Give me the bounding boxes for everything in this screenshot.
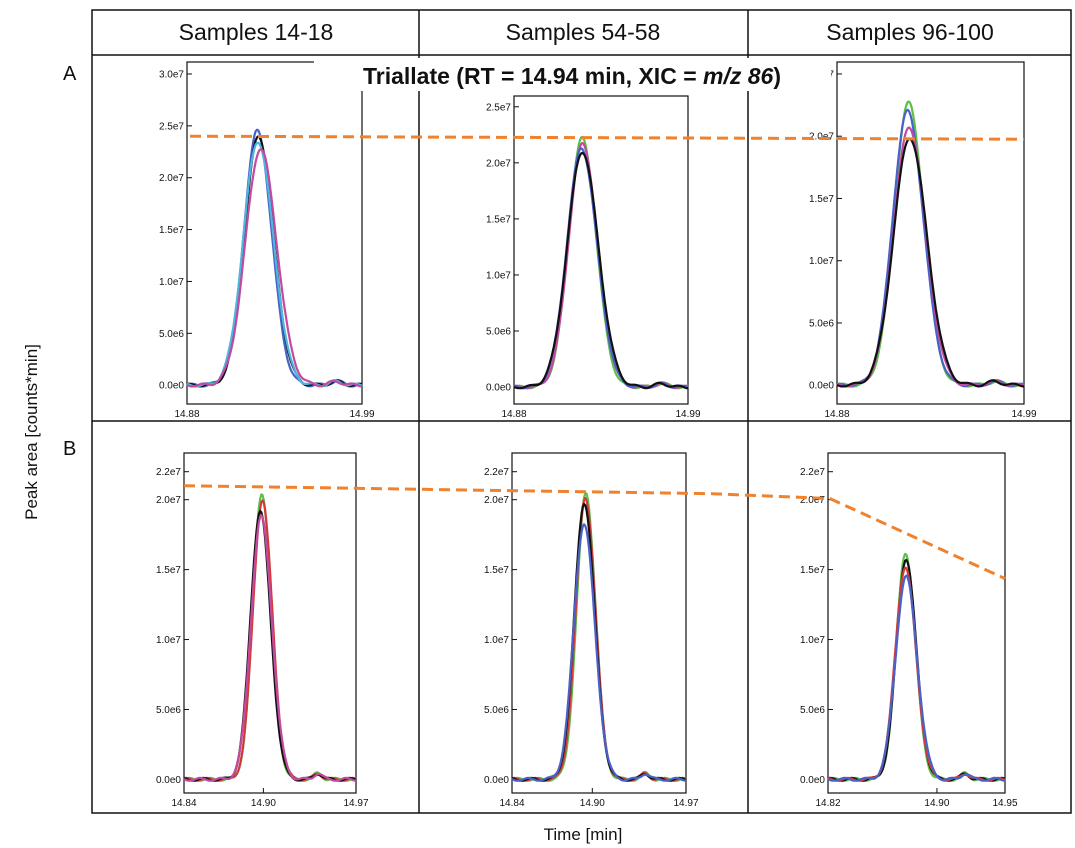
x-tick-label: 14.90	[580, 798, 605, 809]
y-tick-label: 1.0e7	[486, 270, 511, 281]
plot-frame	[511, 452, 687, 794]
y-tick-label: 5.0e6	[486, 327, 511, 338]
trace-red	[183, 499, 357, 782]
reference-line-row-b	[183, 484, 1006, 580]
trace-blue	[511, 523, 686, 782]
x-tick-label: 14.99	[1011, 409, 1036, 420]
x-tick-label: 14.84	[171, 798, 196, 809]
y-tick-label: 2.2e7	[800, 467, 825, 478]
x-tick-label: 14.88	[501, 409, 526, 420]
trace-black	[513, 151, 688, 390]
row-label-a: A	[63, 63, 77, 85]
chart-panel-b3: 0.0e0 5.0e6 1.0e7 1.5e7 2.0e7 2.2e7 14.82 14.90…	[800, 452, 1018, 809]
y-tick-label: 2.0e7	[484, 495, 509, 506]
trace-green	[511, 491, 687, 782]
y-tick-label: 5.0e6	[484, 705, 509, 716]
x-tick-label: 14.97	[673, 798, 698, 809]
y-axis-title: Peak area [counts*min]	[22, 344, 41, 520]
trace-blue	[836, 108, 1025, 388]
column-header-3: Samples 96-100	[826, 19, 994, 45]
panel-grid	[91, 9, 1072, 814]
plot-frame	[827, 452, 1006, 794]
trace-green	[836, 100, 1025, 388]
y-tick-label: 2.2e7	[156, 467, 181, 478]
chart-panel-b1: 0.0e0 5.0e6 1.0e7 1.5e7 2.0e7 2.2e7 14.84 14.90…	[156, 452, 369, 809]
x-tick-label: 14.88	[824, 409, 849, 420]
x-tick-label: 14.95	[992, 798, 1017, 809]
y-tick-label: 2.0e7	[159, 173, 184, 184]
y-tick-label: 1.5e7	[486, 214, 511, 225]
y-tick-label: 1.5e7	[809, 194, 834, 205]
trace-red	[511, 496, 687, 782]
y-tick-label: 2.2e7	[484, 467, 509, 478]
column-header-2: Samples 54-58	[506, 19, 661, 45]
y-tick-label: 0.0e0	[486, 383, 511, 394]
y-tick-label: 1.5e7	[156, 565, 181, 576]
chart-panel-a1: 0.0e0 5.0e6 1.0e7 1.5e7 2.0e7 2.5e7 3.0e7 14.88…	[159, 61, 375, 420]
y-tick-label: 3.0e7	[159, 69, 184, 80]
y-tick-label: 0.0e0	[800, 775, 825, 786]
y-tick-label: 0.0e0	[159, 381, 184, 392]
trace-black	[836, 137, 1024, 388]
x-tick-label: 14.88	[174, 409, 199, 420]
x-tick-label: 14.99	[675, 409, 700, 420]
y-tick-label: 0.0e0	[809, 381, 834, 392]
trace-blue	[827, 574, 1005, 782]
plot-frame	[836, 61, 1025, 405]
y-tick-label: 5.0e6	[800, 705, 825, 716]
trace-black	[183, 510, 357, 782]
y-tick-label: 1.0e7	[800, 635, 825, 646]
reference-lines	[183, 134, 1025, 580]
chart-title: Triallate (RT = 14.94 min, XIC = m/z 86)	[363, 63, 781, 89]
x-tick-label: 14.97	[343, 798, 368, 809]
y-tick-label: 1.0e7	[809, 256, 834, 267]
x-axis-title: Time [min]	[544, 825, 623, 844]
x-tick-label: 14.90	[924, 798, 949, 809]
chart-title-suffix: )	[773, 63, 781, 89]
y-tick-label: 2.0e7	[800, 495, 825, 506]
y-tick-label: 2.0e7	[486, 158, 511, 169]
column-header-1: Samples 14-18	[179, 19, 334, 45]
trace-green	[183, 493, 357, 782]
trace-magenta	[836, 126, 1025, 388]
y-tick-label: 0.0e0	[484, 775, 509, 786]
row-label-b: B	[63, 438, 76, 460]
y-tick-label: 1.0e7	[156, 635, 181, 646]
y-tick-label: 1.5e7	[800, 565, 825, 576]
reference-line-row-a	[189, 134, 1025, 141]
chart-title-mz: m/z 86	[703, 63, 774, 89]
x-tick-label: 14.84	[499, 798, 524, 809]
figure-border	[91, 9, 1072, 814]
y-tick-label: 2.5e7	[159, 121, 184, 132]
plot-frame	[186, 61, 363, 405]
title-background	[314, 58, 831, 91]
y-tick-label: 1.0e7	[159, 277, 184, 288]
y-tick-label: 2.0e7	[156, 495, 181, 506]
x-tick-label: 14.99	[349, 409, 374, 420]
trace-magenta	[183, 514, 356, 782]
y-tick-label: 2.5e7	[486, 102, 511, 113]
y-tick-label: 5.0e6	[809, 318, 834, 329]
y-tick-label: 0.0e0	[156, 775, 181, 786]
trace-magenta	[186, 148, 362, 388]
y-tick-label: 5.0e6	[159, 329, 184, 340]
y-tick-label: 1.5e7	[484, 565, 509, 576]
x-tick-label: 14.90	[251, 798, 276, 809]
x-tick-label: 14.82	[815, 798, 840, 809]
y-tick-label: 5.0e6	[156, 705, 181, 716]
chart-panel-b2: 0.0e0 5.0e6 1.0e7 1.5e7 2.0e7 2.2e7 14.84 14.90…	[484, 452, 699, 809]
trace-red	[827, 566, 1006, 782]
trace-black	[511, 502, 687, 782]
chart-title-prefix: Triallate (RT = 14.94 min, XIC =	[363, 63, 703, 89]
plot-frame	[513, 95, 689, 405]
chart-panel-a2: 0.0e0 5.0e6 1.0e7 1.5e7 2.0e7 2.5e7 14.88 14.99	[486, 95, 701, 420]
y-tick-label: 1.5e7	[159, 225, 184, 236]
plot-frame	[183, 452, 357, 794]
y-tick-label: 1.0e7	[484, 635, 509, 646]
